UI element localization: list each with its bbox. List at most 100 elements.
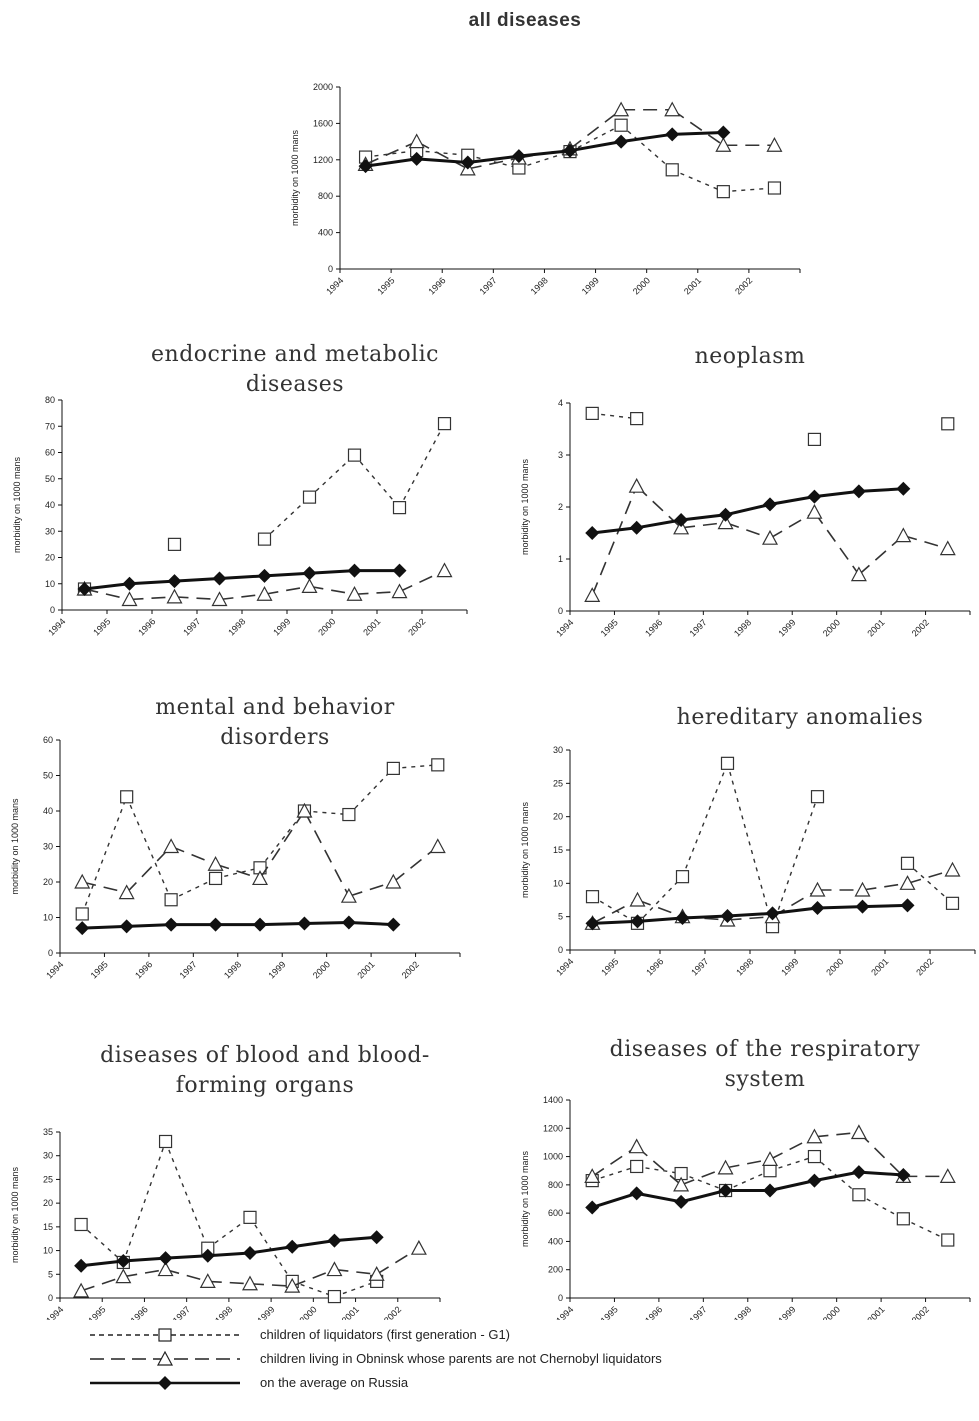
series-segment — [309, 569, 355, 575]
series-segment — [399, 569, 445, 593]
series-segment — [592, 919, 638, 925]
series-segment — [467, 157, 520, 170]
data-point — [73, 1282, 90, 1298]
series-segment — [592, 899, 638, 925]
data-point — [253, 917, 267, 932]
x-tick-label: 2000 — [316, 616, 337, 637]
y-tick-label: 3 — [558, 450, 563, 460]
data-point — [243, 1245, 257, 1260]
data-point — [939, 1168, 956, 1183]
series-segment — [84, 582, 130, 591]
x-tick-label: 2001 — [355, 959, 376, 980]
data-point — [119, 919, 134, 934]
data-point — [673, 519, 690, 535]
x-tick-label: 1994 — [46, 616, 67, 637]
series-segment — [769, 495, 815, 506]
series-segment — [165, 1268, 208, 1283]
data-point — [391, 583, 408, 599]
series-segment — [365, 150, 417, 158]
x-tick-label: 1999 — [776, 1304, 797, 1320]
x-tick-label: 1995 — [86, 1304, 107, 1320]
x-tick-label: 1998 — [226, 616, 247, 637]
y-tick-label: 0 — [558, 945, 563, 955]
chart-hered: 0 5 10 15 20 25 30 1994 1995 1996 1997 1998 1999 2000… — [520, 745, 976, 978]
x-tick-label: 1997 — [171, 1304, 192, 1320]
y-tick-label: 800 — [548, 1180, 563, 1190]
y-tick-label: 5 — [48, 1269, 53, 1279]
series-segment — [680, 1189, 726, 1204]
y-tick-label: 2000 — [313, 82, 333, 92]
series-segment — [817, 905, 863, 910]
chart-title: mental and behavior disorders — [155, 695, 395, 750]
x-tick-label: 2000 — [631, 275, 652, 296]
data-point — [806, 503, 823, 519]
data-point — [327, 1233, 342, 1248]
x-tick-label: 1996 — [644, 956, 665, 977]
series-segment — [348, 767, 394, 816]
y-tick-label: 0 — [48, 948, 53, 958]
data-point — [807, 432, 822, 446]
y-tick-label: 40 — [45, 500, 55, 510]
series-segment — [174, 577, 220, 583]
x-tick-label: 2000 — [298, 1304, 319, 1320]
y-axis-label: morbidity on 1000 mans — [520, 1150, 530, 1247]
chart-title: endocrine and metabolic diseases — [151, 342, 439, 397]
data-point — [241, 1275, 259, 1291]
data-point — [630, 914, 645, 929]
y-tick-label: 15 — [43, 1222, 53, 1232]
series-segment — [376, 1247, 420, 1275]
y-tick-label: 20 — [553, 812, 563, 822]
data-point — [761, 1151, 779, 1167]
data-point — [665, 127, 680, 142]
y-tick-label: 1200 — [543, 1123, 563, 1133]
series-segment — [264, 571, 310, 578]
series-segment — [126, 796, 172, 901]
y-tick-label: 20 — [43, 1198, 53, 1208]
x-tick-label: 1999 — [580, 275, 601, 296]
y-tick-label: 1000 — [543, 1152, 563, 1162]
series-rus — [74, 1230, 384, 1273]
series-segment — [80, 1223, 124, 1263]
data-point — [944, 861, 961, 877]
series-rus — [585, 898, 915, 931]
series-obn — [73, 1239, 427, 1298]
y-tick-label: 0 — [558, 606, 563, 616]
series-segment — [637, 899, 683, 918]
series-segment — [80, 1259, 124, 1268]
x-tick-label: 1994 — [44, 959, 65, 980]
series-segment — [215, 863, 261, 880]
x-tick-label: 2001 — [682, 275, 703, 296]
series-segment — [165, 1254, 208, 1260]
data-point — [460, 155, 475, 170]
y-tick-label: 70 — [45, 421, 55, 431]
x-tick-label: 1996 — [643, 617, 664, 638]
y-tick-label: 0 — [48, 1293, 53, 1303]
y-tick-label: 35 — [43, 1127, 53, 1137]
series-segment — [591, 1191, 638, 1209]
series-segment — [249, 1245, 293, 1255]
y-tick-label: 5 — [558, 912, 563, 922]
y-tick-label: 2 — [558, 502, 563, 512]
x-tick-label: 1995 — [599, 956, 620, 977]
data-point — [850, 566, 867, 582]
series-g1 — [77, 417, 452, 596]
data-point — [718, 1183, 733, 1198]
series-segment — [862, 882, 908, 891]
data-point — [767, 181, 782, 195]
x-tick-label: 1995 — [89, 959, 110, 980]
x-tick-label: 2001 — [869, 956, 890, 977]
data-point — [340, 887, 357, 903]
series-rus — [75, 915, 401, 936]
legend-label: children of liquidators (first generatio… — [260, 1327, 511, 1342]
y-tick-label: 25 — [43, 1174, 53, 1184]
series-segment — [393, 764, 438, 770]
series-segment — [858, 1170, 904, 1177]
data-point — [809, 881, 826, 897]
data-point — [628, 477, 645, 493]
x-tick-label: 1997 — [178, 959, 199, 980]
data-point — [630, 1159, 644, 1174]
series-segment — [727, 911, 773, 918]
series-segment — [303, 810, 350, 897]
x-tick-label: 2002 — [400, 959, 421, 980]
y-tick-label: 10 — [43, 1246, 53, 1256]
